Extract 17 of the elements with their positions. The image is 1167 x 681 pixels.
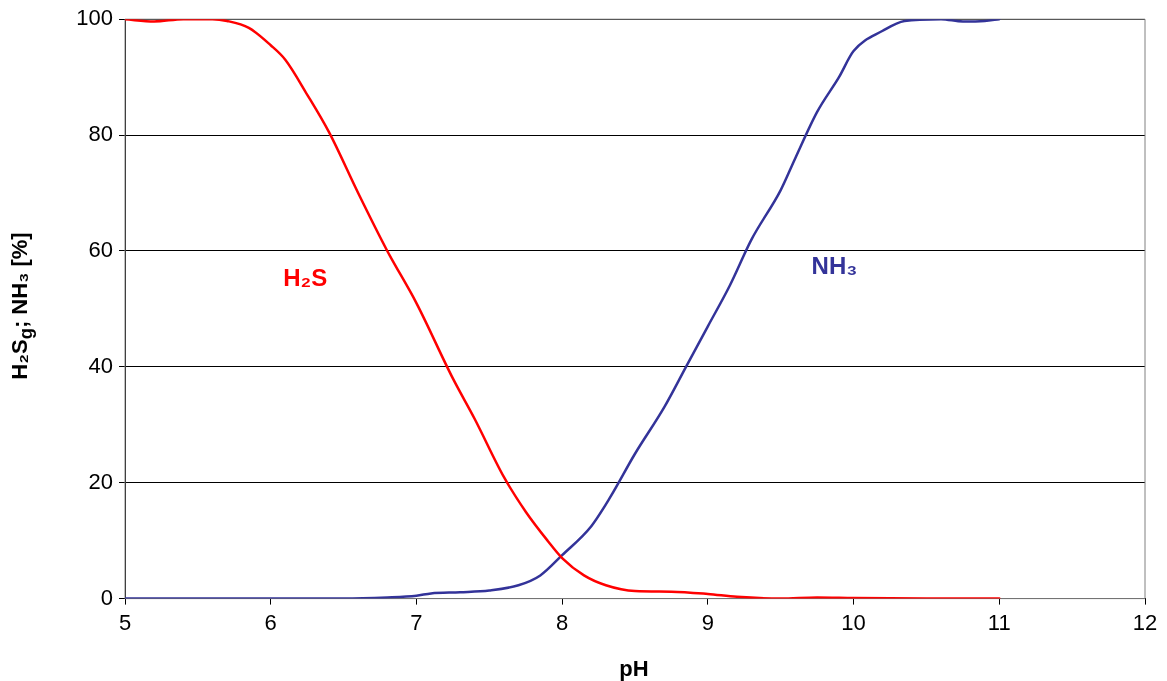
y-tick-label: 0 bbox=[100, 584, 113, 610]
x-tick-label: 8 bbox=[556, 609, 569, 635]
y-tick-label: 20 bbox=[88, 468, 113, 494]
x-tick-label: 6 bbox=[264, 609, 277, 635]
y-tick-label: 80 bbox=[88, 121, 113, 147]
y-tick-label: 60 bbox=[88, 237, 113, 263]
x-tick-label: 7 bbox=[410, 609, 423, 635]
y-tick-label: 100 bbox=[76, 5, 113, 31]
x-tick-label: 11 bbox=[987, 609, 1011, 635]
text: NH₃ bbox=[811, 252, 858, 279]
x-axis-title: pH bbox=[619, 656, 649, 681]
text: H₂S bbox=[283, 263, 328, 291]
x-tick-label: 5 bbox=[118, 609, 132, 635]
x-tick-label: 9 bbox=[701, 609, 714, 635]
y-tick-label: 40 bbox=[88, 352, 113, 378]
x-tick-label: 10 bbox=[841, 609, 866, 635]
x-tick-label: 12 bbox=[1132, 609, 1158, 635]
